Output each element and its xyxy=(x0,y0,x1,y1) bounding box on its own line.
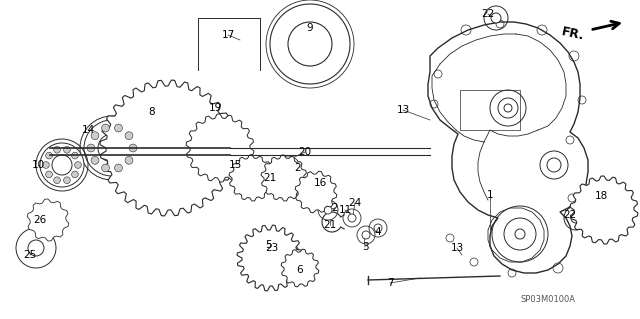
Circle shape xyxy=(54,177,60,183)
Circle shape xyxy=(72,171,78,178)
Text: 14: 14 xyxy=(81,125,95,135)
Polygon shape xyxy=(237,225,303,291)
Circle shape xyxy=(491,13,501,23)
Circle shape xyxy=(592,198,616,222)
Circle shape xyxy=(102,164,109,172)
Text: 26: 26 xyxy=(33,215,47,225)
Circle shape xyxy=(54,146,60,153)
Text: 10: 10 xyxy=(31,160,45,170)
Polygon shape xyxy=(570,176,638,244)
Circle shape xyxy=(283,163,293,173)
Text: 16: 16 xyxy=(314,178,326,188)
Circle shape xyxy=(41,213,55,227)
Text: 19: 19 xyxy=(209,103,221,113)
Circle shape xyxy=(43,162,49,168)
Circle shape xyxy=(45,152,52,159)
Text: 25: 25 xyxy=(24,250,36,260)
Text: 6: 6 xyxy=(297,265,303,275)
Text: 21: 21 xyxy=(264,173,276,183)
Text: FR.: FR. xyxy=(561,25,586,43)
Polygon shape xyxy=(261,155,307,201)
Circle shape xyxy=(28,240,44,256)
Circle shape xyxy=(244,170,260,186)
Polygon shape xyxy=(28,199,68,241)
Circle shape xyxy=(63,146,70,153)
Polygon shape xyxy=(229,155,275,201)
Text: SP03M0100A: SP03M0100A xyxy=(520,295,575,305)
Circle shape xyxy=(91,132,99,140)
Circle shape xyxy=(45,171,52,178)
Text: 7: 7 xyxy=(387,278,394,288)
Text: 20: 20 xyxy=(298,147,312,157)
Polygon shape xyxy=(295,171,337,213)
Circle shape xyxy=(84,120,140,176)
Text: 18: 18 xyxy=(595,191,607,201)
Text: 13: 13 xyxy=(451,243,463,253)
Polygon shape xyxy=(281,249,319,287)
Circle shape xyxy=(125,156,133,164)
Circle shape xyxy=(125,132,133,140)
Text: 17: 17 xyxy=(221,30,235,40)
Circle shape xyxy=(91,156,99,164)
Circle shape xyxy=(75,162,81,168)
Text: 11: 11 xyxy=(339,205,351,215)
Text: 22: 22 xyxy=(563,210,577,220)
Text: 9: 9 xyxy=(307,23,314,33)
Circle shape xyxy=(362,231,370,239)
Circle shape xyxy=(115,164,122,172)
Text: 22: 22 xyxy=(481,9,495,19)
Circle shape xyxy=(72,152,78,159)
Polygon shape xyxy=(100,80,236,216)
Circle shape xyxy=(208,136,232,160)
Circle shape xyxy=(158,138,178,158)
Text: 3: 3 xyxy=(362,242,368,252)
Text: 4: 4 xyxy=(374,227,381,237)
Circle shape xyxy=(260,248,280,268)
Circle shape xyxy=(294,262,306,274)
Circle shape xyxy=(348,214,356,222)
Circle shape xyxy=(102,124,109,132)
Text: 13: 13 xyxy=(396,105,410,115)
Text: 1: 1 xyxy=(486,190,493,200)
Text: 15: 15 xyxy=(228,160,242,170)
Circle shape xyxy=(324,206,332,214)
Text: 21: 21 xyxy=(323,220,337,230)
Circle shape xyxy=(63,177,70,183)
Text: 8: 8 xyxy=(148,107,156,117)
Circle shape xyxy=(115,124,122,132)
Circle shape xyxy=(309,185,323,199)
Circle shape xyxy=(276,170,292,186)
Text: 2: 2 xyxy=(294,163,301,173)
Circle shape xyxy=(146,126,190,170)
Text: 23: 23 xyxy=(266,243,278,253)
Circle shape xyxy=(571,213,581,223)
Circle shape xyxy=(288,22,332,66)
Circle shape xyxy=(40,143,84,187)
Polygon shape xyxy=(186,114,254,182)
Circle shape xyxy=(87,144,95,152)
Text: 24: 24 xyxy=(348,198,362,208)
Circle shape xyxy=(374,224,382,232)
Text: 2: 2 xyxy=(332,203,339,213)
Circle shape xyxy=(265,253,275,263)
Circle shape xyxy=(129,144,137,152)
Text: 5: 5 xyxy=(265,240,271,250)
